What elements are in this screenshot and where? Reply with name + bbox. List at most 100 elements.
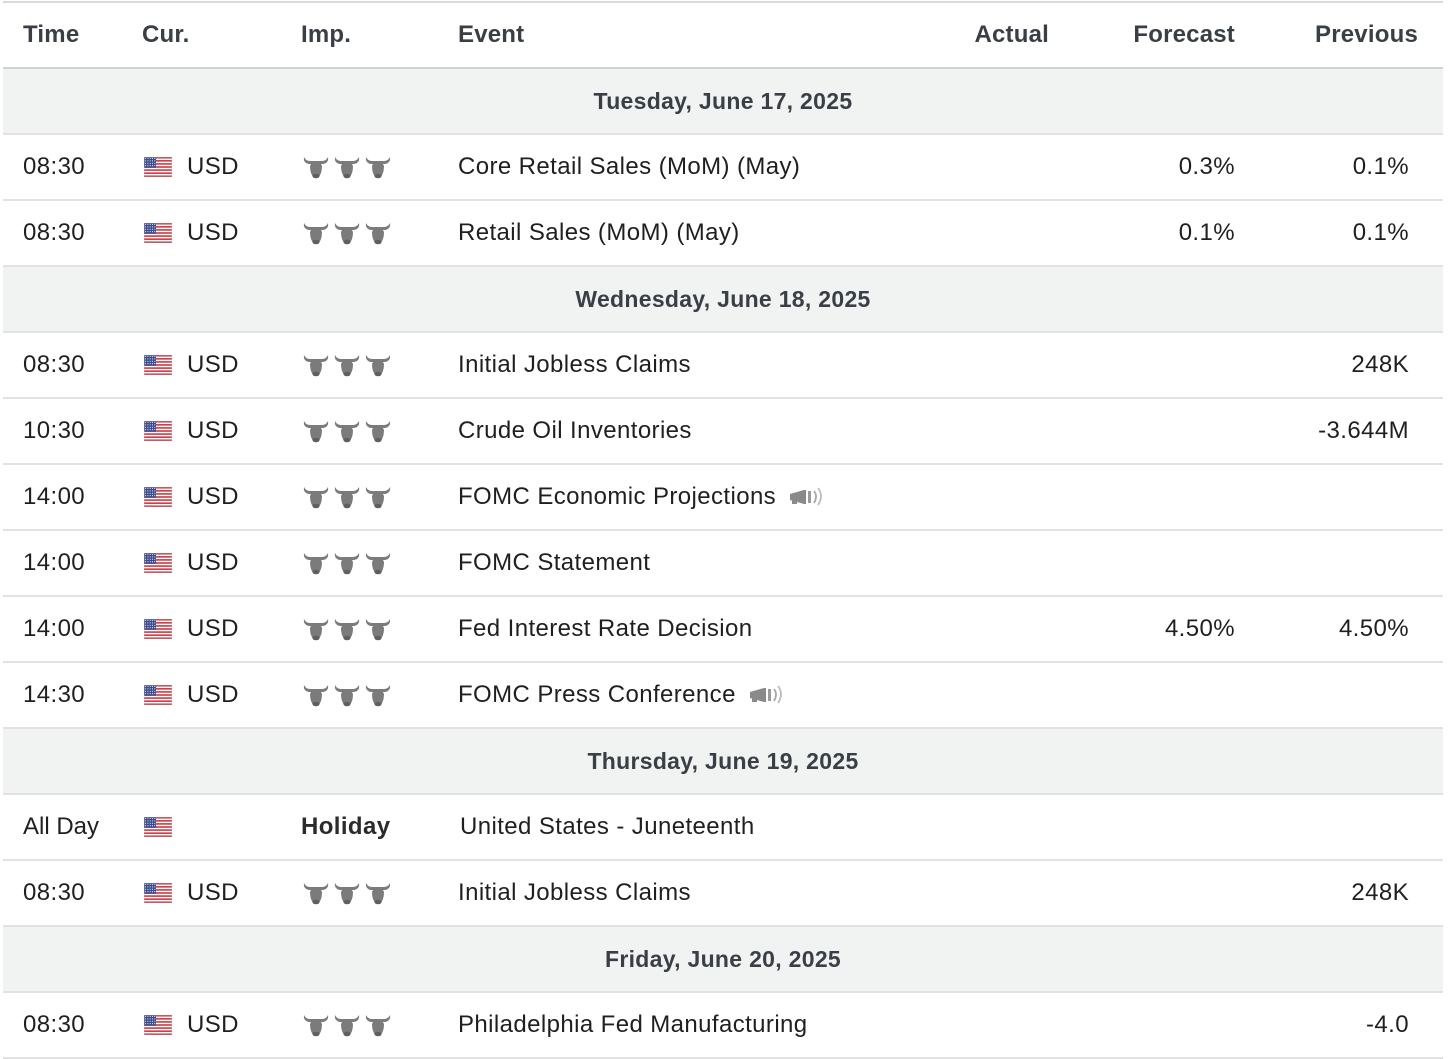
event-name-text[interactable]: Initial Jobless Claims [458,879,691,906]
event-name-text[interactable]: FOMC Economic Projections [458,483,777,510]
importance-bulls-icon [303,157,391,179]
event-previous: 0.1% [1352,153,1409,180]
bull-icon [365,685,391,707]
event-name-text[interactable]: FOMC Statement [458,549,651,576]
table-row[interactable]: 14:00 USD Fed Interest Rate Decision 4.50% 4… [3,597,1443,663]
speaker-icon[interactable] [748,683,786,705]
importance-bulls-icon [303,487,391,509]
bull-icon [334,883,360,905]
event-currency: USD [187,483,239,510]
table-row[interactable]: 08:30 USD Retail Sales (MoM) (May) 0.1% 0.1% [3,201,1443,267]
event-currency: USD [187,153,239,180]
bull-icon [334,553,360,575]
date-row: Thursday, June 19, 2025 [3,729,1443,795]
table-row[interactable]: 08:30 USD Core Retail Sales (MoM) (May) 0.3… [3,135,1443,201]
event-previous: -3.644M [1318,417,1409,444]
date-heading: Thursday, June 19, 2025 [587,748,859,774]
event-name-text[interactable]: United States - Juneteenth [460,813,755,840]
importance-bulls-icon [303,355,391,377]
event-name[interactable]: United States - Juneteenth [460,795,755,859]
economic-calendar-table: Time Cur. Imp. Event Actual Forecast Pre… [3,1,1443,1059]
event-previous: 248K [1351,879,1409,906]
bull-icon [334,685,360,707]
bull-icon [334,619,360,641]
bull-icon [365,157,391,179]
us-flag-icon [144,685,172,705]
event-forecast: 0.1% [1178,219,1235,246]
event-name-text[interactable]: Philadelphia Fed Manufacturing [458,1011,808,1038]
bull-icon [334,1015,360,1037]
us-flag-icon [144,355,172,375]
event-name-text[interactable]: Crude Oil Inventories [458,417,692,444]
bull-icon [303,223,329,245]
table-row[interactable]: 10:30 USD Crude Oil Inventories -3.644M [3,399,1443,465]
event-name-text[interactable]: Retail Sales (MoM) (May) [458,219,740,246]
header-previous[interactable]: Previous [1315,21,1418,48]
header-currency[interactable]: Cur. [142,21,190,48]
event-name[interactable]: FOMC Statement [458,531,650,595]
table-row[interactable]: 08:30 USD Initial Jobless Claims 248K [3,861,1443,927]
event-name[interactable]: Initial Jobless Claims [458,861,691,925]
event-time: 14:00 [23,483,86,510]
importance-bulls-icon [303,421,391,443]
event-name[interactable]: Fed Interest Rate Decision [458,597,753,661]
date-row: Friday, June 20, 2025 [3,927,1443,993]
date-row: Tuesday, June 17, 2025 [3,69,1443,135]
header-time[interactable]: Time [23,21,80,48]
event-time: 14:00 [23,615,86,642]
holiday-label: Holiday [301,813,391,840]
event-currency: USD [187,879,239,906]
event-currency: USD [187,549,239,576]
event-time: 08:30 [23,1011,86,1038]
importance-bulls-icon [303,223,391,245]
importance-bulls-icon [303,619,391,641]
us-flag-icon [144,1015,172,1035]
event-name[interactable]: Philadelphia Fed Manufacturing [458,993,808,1057]
event-currency: USD [187,681,239,708]
header-actual[interactable]: Actual [974,21,1049,48]
us-flag-icon [144,223,172,243]
bull-icon [365,421,391,443]
event-name[interactable]: FOMC Press Conference [458,663,786,727]
bull-icon [303,355,329,377]
date-heading: Tuesday, June 17, 2025 [593,88,853,114]
event-currency: USD [187,1011,239,1038]
us-flag-icon [144,157,172,177]
event-time: 08:30 [23,351,86,378]
bull-icon [303,619,329,641]
header-forecast[interactable]: Forecast [1133,21,1235,48]
event-time: 08:30 [23,219,86,246]
table-row[interactable]: All Day Holiday United States - Juneteenth [3,795,1443,861]
event-name-text[interactable]: Fed Interest Rate Decision [458,615,753,642]
header-importance[interactable]: Imp. [301,21,352,48]
us-flag-icon [144,487,172,507]
header-event[interactable]: Event [458,21,525,48]
event-name-text[interactable]: FOMC Press Conference [458,681,736,708]
event-time: 14:30 [23,681,86,708]
bull-icon [303,1015,329,1037]
event-name[interactable]: Retail Sales (MoM) (May) [458,201,740,265]
importance-bulls-icon [303,1015,391,1037]
bull-icon [365,223,391,245]
event-previous: 248K [1351,351,1409,378]
table-row[interactable]: 14:00 USD FOMC Economic Projections [3,465,1443,531]
event-name-text[interactable]: Initial Jobless Claims [458,351,691,378]
bull-icon [334,355,360,377]
event-name[interactable]: Initial Jobless Claims [458,333,691,397]
bull-icon [303,421,329,443]
event-name-text[interactable]: Core Retail Sales (MoM) (May) [458,153,801,180]
bull-icon [334,223,360,245]
table-row[interactable]: 08:30 USD Philadelphia Fed Manufacturing -4… [3,993,1443,1059]
table-row[interactable]: 14:30 USD FOMC Press Conference [3,663,1443,729]
event-time: 08:30 [23,153,86,180]
speaker-icon[interactable] [788,485,826,507]
event-name[interactable]: Crude Oil Inventories [458,399,692,463]
event-currency: USD [187,615,239,642]
table-row[interactable]: 08:30 USD Initial Jobless Claims 248K [3,333,1443,399]
event-name[interactable]: FOMC Economic Projections [458,465,826,529]
bull-icon [334,421,360,443]
table-row[interactable]: 14:00 USD FOMC Statement [3,531,1443,597]
bull-icon [334,487,360,509]
bull-icon [303,157,329,179]
event-name[interactable]: Core Retail Sales (MoM) (May) [458,135,800,199]
